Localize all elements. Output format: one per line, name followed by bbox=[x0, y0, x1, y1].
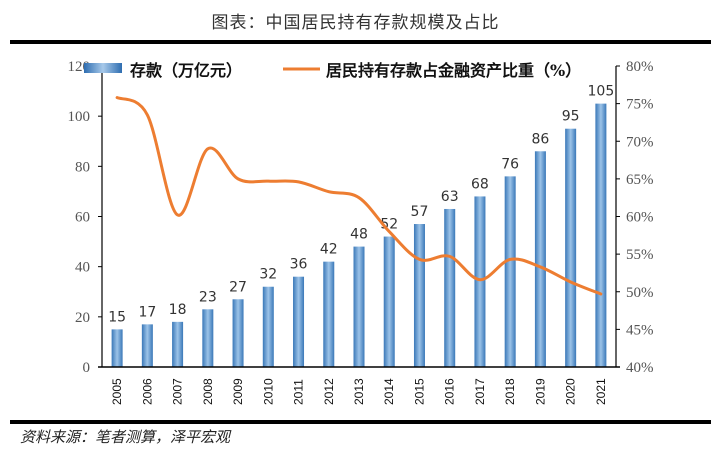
x-tick-label-2009: 2009 bbox=[231, 378, 245, 405]
data-label-2010: 32 bbox=[259, 267, 277, 283]
legend-bar-swatch bbox=[84, 63, 122, 73]
bar-2007 bbox=[172, 321, 184, 367]
data-label-2017: 68 bbox=[471, 176, 489, 192]
x-tick-label-2011: 2011 bbox=[292, 379, 306, 405]
legend-label-deposits: 存款（万亿元） bbox=[130, 61, 242, 80]
data-label-2020: 95 bbox=[562, 109, 580, 125]
bar-2021 bbox=[595, 103, 607, 367]
data-label-2019: 86 bbox=[531, 131, 549, 147]
data-label-2012: 42 bbox=[320, 242, 338, 258]
right-tick-label: 40% bbox=[626, 360, 654, 376]
x-tick-label-2007: 2007 bbox=[171, 378, 185, 405]
data-label-2011: 36 bbox=[290, 257, 308, 273]
x-tick-label-2008: 2008 bbox=[201, 378, 215, 405]
x-tick-label-2015: 2015 bbox=[412, 378, 426, 405]
x-tick-label-2005: 2005 bbox=[110, 378, 124, 405]
top-rule bbox=[10, 40, 711, 44]
right-tick-label: 80% bbox=[626, 59, 654, 75]
bar-2016 bbox=[444, 208, 456, 367]
bar-2012 bbox=[323, 261, 335, 367]
line-series-deposit-share bbox=[115, 96, 603, 296]
right-tick-label: 75% bbox=[626, 97, 654, 113]
right-tick-label: 55% bbox=[626, 247, 654, 263]
bar-2011 bbox=[293, 276, 305, 367]
data-label-2009: 27 bbox=[229, 279, 247, 295]
x-tick-label-2021: 2021 bbox=[594, 378, 608, 405]
bar-2017 bbox=[474, 196, 486, 367]
left-tick-label: 80 bbox=[75, 159, 90, 175]
bar-2014 bbox=[383, 236, 395, 367]
x-tick-label-2006: 2006 bbox=[140, 378, 154, 405]
right-tick-label: 65% bbox=[626, 172, 654, 188]
right-tick-label: 60% bbox=[626, 210, 654, 226]
left-tick-label: 20 bbox=[75, 310, 90, 326]
bar-2009 bbox=[232, 299, 244, 367]
data-label-2018: 76 bbox=[501, 156, 519, 172]
x-tick-label-2017: 2017 bbox=[473, 378, 487, 405]
x-tick-label-2014: 2014 bbox=[382, 378, 396, 405]
x-tick-label-2013: 2013 bbox=[352, 378, 366, 405]
bar-2005 bbox=[111, 329, 123, 367]
data-label-2013: 48 bbox=[350, 227, 368, 243]
data-label-2016: 63 bbox=[441, 189, 459, 205]
bar-2010 bbox=[262, 286, 274, 367]
source-note: 资料来源：笔者测算，泽平宏观 bbox=[20, 428, 231, 446]
bar-2015 bbox=[413, 224, 425, 367]
bar-2006 bbox=[141, 324, 153, 367]
x-tick-label-2018: 2018 bbox=[503, 378, 517, 405]
right-tick-label: 45% bbox=[626, 322, 654, 338]
x-tick-label-2020: 2020 bbox=[564, 378, 578, 405]
bar-2019 bbox=[534, 151, 546, 367]
left-tick-label: 60 bbox=[75, 210, 90, 226]
left-tick-label: 40 bbox=[75, 260, 90, 276]
legend-label-share: 居民持有存款占金融资产比重（%） bbox=[326, 61, 581, 80]
bottom-rule bbox=[10, 420, 711, 424]
bar-2020 bbox=[565, 128, 577, 367]
data-label-2005: 15 bbox=[108, 309, 126, 325]
bar-2013 bbox=[353, 246, 365, 367]
bar-2008 bbox=[202, 309, 214, 367]
chart-title: 图表：中国居民持有存款规模及占比 bbox=[211, 13, 500, 33]
legend: 存款（万亿元） 居民持有存款占金融资产比重（%） bbox=[84, 61, 581, 80]
x-tick-label-2016: 2016 bbox=[443, 378, 457, 405]
data-label-2008: 23 bbox=[199, 289, 217, 305]
x-tick-label-2012: 2012 bbox=[322, 378, 336, 405]
bar-2018 bbox=[504, 176, 516, 367]
left-tick-label: 0 bbox=[83, 360, 91, 376]
data-label-2015: 57 bbox=[411, 204, 429, 220]
right-tick-label: 70% bbox=[626, 134, 654, 150]
x-tick-label-2010: 2010 bbox=[261, 378, 275, 405]
data-label-2006: 17 bbox=[138, 304, 156, 320]
left-tick-label: 100 bbox=[68, 109, 91, 125]
x-tick-label-2019: 2019 bbox=[533, 378, 547, 405]
right-tick-label: 50% bbox=[626, 285, 654, 301]
data-label-2007: 18 bbox=[169, 302, 187, 318]
data-label-2021: 105 bbox=[588, 84, 615, 100]
